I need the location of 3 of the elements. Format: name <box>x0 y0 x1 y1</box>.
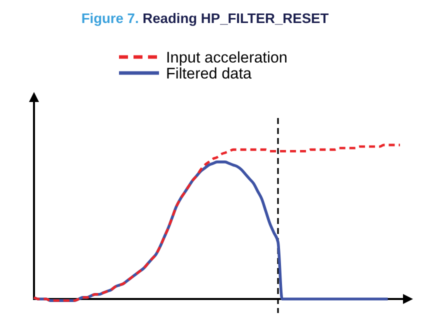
legend-label: Input acceleration <box>166 50 288 66</box>
legend-label: Filtered data <box>166 66 252 82</box>
chart-title: Figure 7. Reading HP_FILTER_RESET <box>81 11 330 26</box>
